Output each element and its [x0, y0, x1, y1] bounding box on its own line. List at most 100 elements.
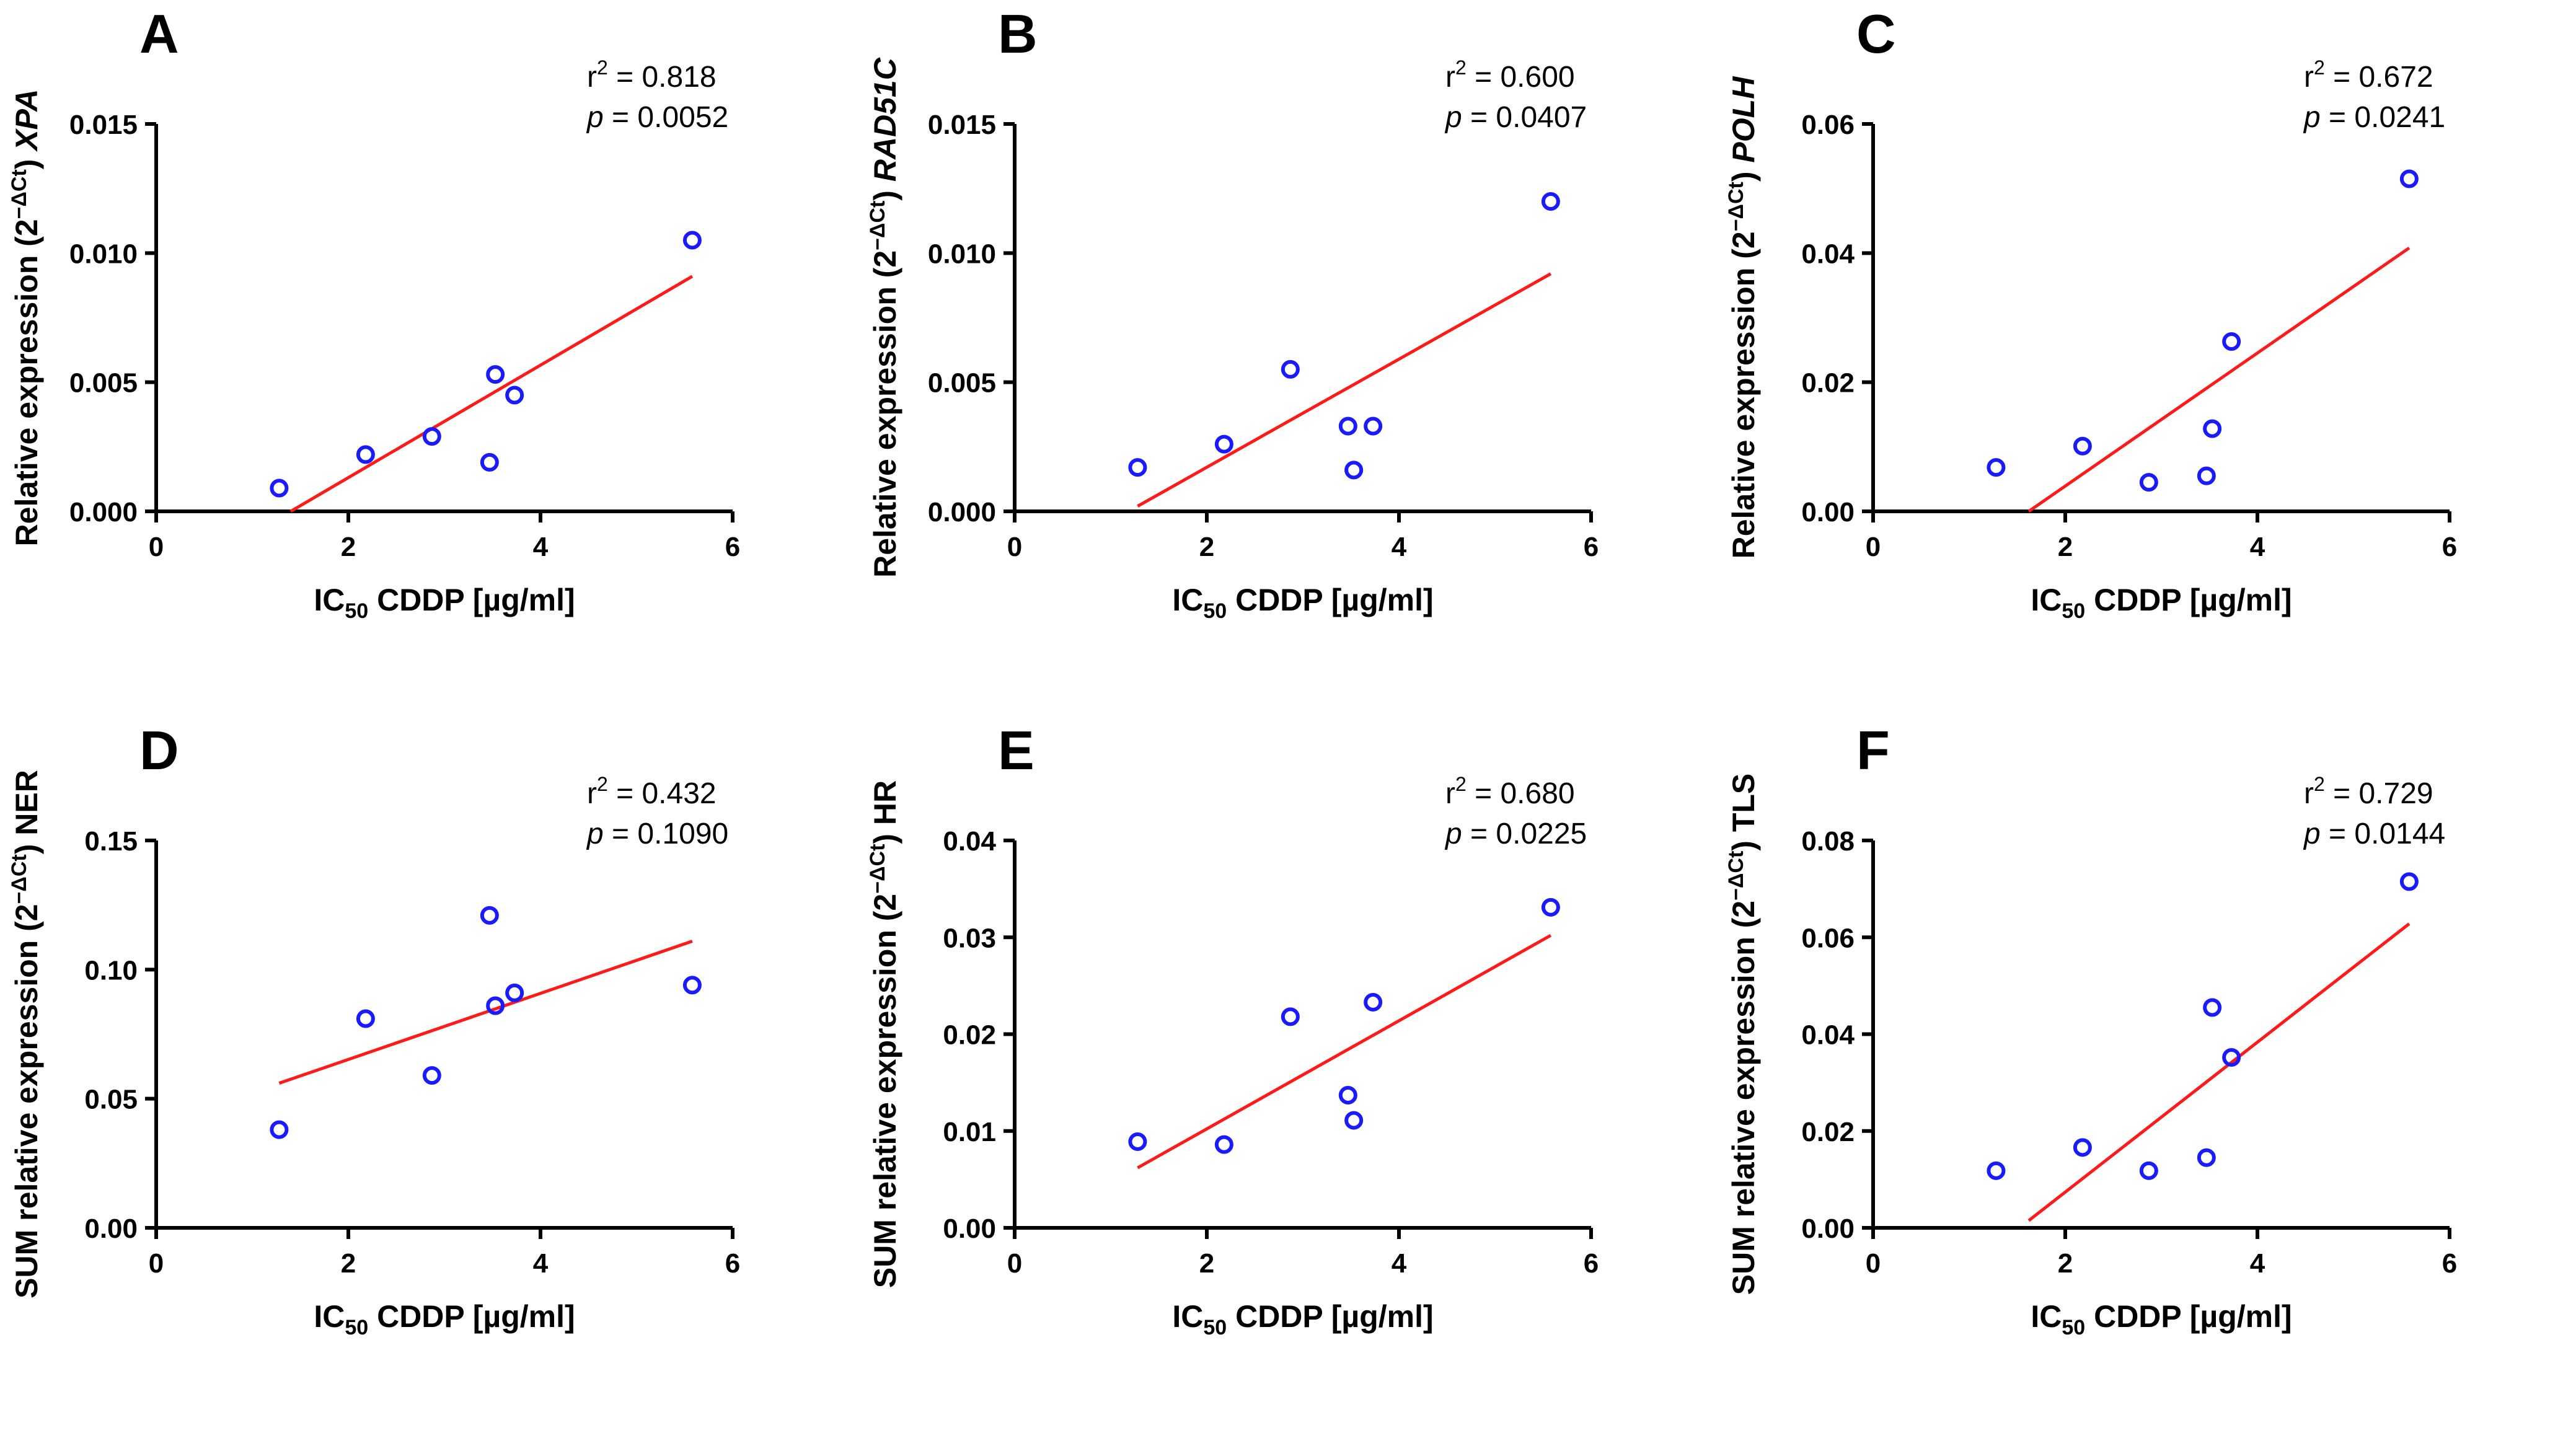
x-tick-label: 6	[725, 532, 740, 562]
data-point	[1364, 417, 1383, 436]
chart-svg: B 0 2 4 6 0.000 0.005 0.010 0.015 IC50 CDDP [µg/m…	[866, 3, 1599, 623]
y-axis-title: SUM relative expression (2−ΔCt) TLS	[1724, 774, 1761, 1295]
data-point	[1344, 461, 1364, 480]
y-tick-label: 0.03	[943, 923, 996, 953]
data-point	[2399, 872, 2419, 891]
x-tick-label: 2	[2058, 1248, 2073, 1279]
y-axis-title: Relative expression (2−ΔCt) RAD51C	[866, 57, 902, 578]
x-tick-label: 0	[1866, 532, 1881, 562]
x-tick-label: 0	[149, 532, 164, 562]
data-point	[480, 906, 499, 925]
p-value-label: p = 0.1090	[586, 818, 728, 850]
r-squared-label: r2 = 0.600	[1445, 56, 1575, 94]
x-axis-title: IC50 CDDP [µg/ml]	[2031, 583, 2291, 623]
data-point	[1344, 1111, 1364, 1130]
x-tick-label: 6	[725, 1248, 740, 1279]
regression-line	[289, 275, 694, 513]
data-point	[1987, 458, 2006, 477]
data-point	[1281, 1007, 1300, 1026]
data-point	[2203, 998, 2222, 1017]
chart-svg: A 0 2 4 6 0.000 0.005 0.010 0.015 IC50 CDDP [µg/m…	[7, 3, 740, 623]
chart-svg: D 0 2 4 6 0.00 0.05 0.10 0.15 IC50 CDDP [µg/ml] SU…	[7, 720, 740, 1339]
x-axis-title: IC50 CDDP [µg/ml]	[314, 583, 575, 623]
r-squared-label: r2 = 0.432	[587, 773, 717, 810]
y-tick-label: 0.04	[943, 826, 996, 857]
y-tick-label: 0.000	[928, 497, 996, 527]
y-tick-label: 0.00	[1801, 1214, 1855, 1244]
data-point	[1338, 417, 1357, 436]
x-tick-label: 2	[341, 1248, 356, 1279]
y-tick-label: 0.15	[84, 826, 138, 857]
regression-line	[2027, 922, 2411, 1222]
data-point	[1541, 192, 1560, 211]
panel-b: B 0 2 4 6 0.000 0.005 0.010 0.015 IC50 CDDP [µg/m…	[858, 0, 1717, 716]
x-tick-label: 4	[2250, 1248, 2265, 1279]
data-point	[2203, 419, 2222, 438]
data-point	[2197, 1148, 2216, 1167]
y-tick-label: 0.00	[943, 1214, 996, 1244]
y-tick-label: 0.02	[1801, 368, 1855, 399]
panel-a: A 0 2 4 6 0.000 0.005 0.010 0.015 IC50 CDDP [µg/m…	[0, 0, 858, 716]
y-tick-label: 0.10	[84, 955, 138, 985]
data-point	[505, 386, 524, 405]
r-squared-label: r2 = 0.672	[2304, 56, 2433, 94]
y-tick-label: 0.000	[69, 497, 138, 527]
x-tick-label: 2	[1199, 1248, 1214, 1279]
data-point	[356, 445, 375, 464]
x-tick-label: 6	[2442, 1248, 2457, 1279]
data-point	[1281, 359, 1300, 379]
r-squared-label: r2 = 0.729	[2304, 773, 2433, 810]
regression-line	[2027, 246, 2411, 513]
data-point	[270, 478, 289, 498]
data-point	[422, 427, 441, 446]
y-tick-label: 0.02	[943, 1020, 996, 1051]
data-point	[1987, 1161, 2006, 1180]
panel-letter: E	[998, 720, 1034, 781]
x-tick-label: 4	[533, 532, 549, 562]
y-axis-title: Relative expression (2−ΔCt) POLH	[1724, 76, 1761, 559]
data-point	[422, 1066, 441, 1085]
x-tick-label: 4	[533, 1248, 549, 1279]
p-value-label: p = 0.0407	[1444, 101, 1587, 134]
y-tick-label: 0.04	[1801, 239, 1855, 269]
y-tick-label: 0.04	[1801, 1020, 1855, 1051]
y-axis-title: SUM relative expression (2−ΔCt) HR	[866, 780, 902, 1288]
x-tick-label: 6	[2442, 532, 2457, 562]
x-tick-label: 6	[1584, 532, 1599, 562]
y-tick-label: 0.01	[943, 1117, 996, 1147]
data-point	[486, 365, 505, 384]
x-tick-label: 0	[1866, 1248, 1881, 1279]
regression-line	[1137, 272, 1552, 508]
x-tick-label: 6	[1584, 1248, 1599, 1279]
data-point	[270, 1120, 289, 1139]
data-point	[682, 231, 702, 250]
chart-svg: E 0 2 4 6 0.00 0.01 0.02 0.03 0.04 IC50 CDDP [µg/m…	[866, 720, 1599, 1339]
data-point	[356, 1009, 375, 1028]
p-value-label: p = 0.0225	[1444, 818, 1587, 850]
panel-letter: D	[139, 720, 179, 781]
y-tick-label: 0.00	[84, 1214, 138, 1244]
regression-line	[278, 940, 693, 1085]
panel-letter: C	[1856, 3, 1896, 64]
chart-svg: F 0 2 4 6 0.00 0.02 0.04 0.06 0.08 IC50 CDDP [µg/m…	[1724, 720, 2457, 1339]
x-tick-label: 0	[149, 1248, 164, 1279]
y-tick-label: 0.02	[1801, 1117, 1855, 1147]
data-point	[1364, 992, 1383, 1012]
x-tick-label: 2	[341, 532, 356, 562]
y-tick-label: 0.06	[1801, 110, 1855, 140]
y-axis-title: SUM relative expression (2−ΔCt) NER	[7, 770, 44, 1299]
p-value-label: p = 0.0241	[2303, 101, 2445, 134]
data-point	[682, 976, 702, 995]
y-tick-label: 0.08	[1801, 826, 1855, 857]
regression-line	[1137, 933, 1552, 1170]
y-tick-label: 0.05	[84, 1085, 138, 1115]
y-tick-label: 0.06	[1801, 923, 1855, 953]
y-tick-label: 0.010	[69, 239, 138, 269]
data-point	[2139, 1161, 2158, 1180]
y-tick-label: 0.015	[69, 110, 138, 140]
data-point	[505, 983, 524, 1002]
r-squared-label: r2 = 0.680	[1445, 773, 1575, 810]
x-tick-label: 2	[2058, 532, 2073, 562]
x-axis-title: IC50 CDDP [µg/ml]	[1172, 583, 1433, 623]
